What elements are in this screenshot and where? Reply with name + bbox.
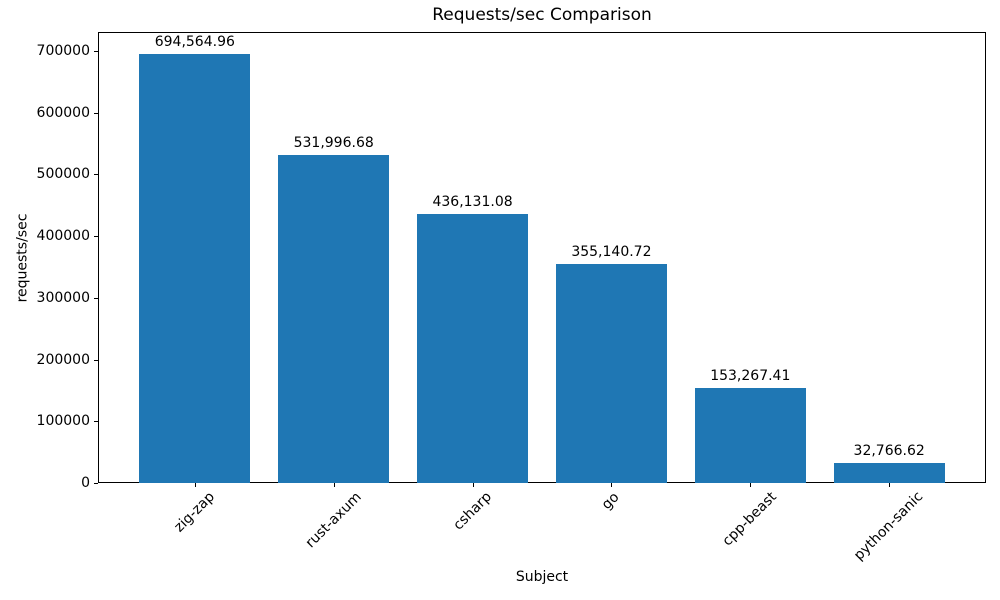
y-tick-label: 400000 — [36, 228, 90, 245]
x-tick-label-rust-axum: rust-axum — [302, 489, 365, 552]
x-tick-label-python-sanic: python-sanic — [851, 488, 927, 565]
bar-rust-axum — [278, 154, 390, 483]
x-axis-label: Subject — [515, 569, 569, 585]
y-tick-label: 100000 — [36, 413, 90, 430]
plot-frame — [98, 32, 986, 483]
bar-value-label: 531,996.68 — [293, 134, 374, 151]
bar-python-sanic — [833, 462, 945, 483]
y-tick-mark — [94, 297, 98, 299]
chart-title: Requests/sec Comparison — [432, 5, 652, 25]
y-tick-mark — [94, 359, 98, 361]
y-tick-mark — [94, 51, 98, 53]
bar-value-label: 436,131.08 — [432, 193, 513, 210]
bar-value-label: 153,267.41 — [710, 368, 791, 385]
y-tick-mark — [94, 112, 98, 114]
y-tick-mark — [94, 174, 98, 176]
y-tick-mark — [94, 421, 98, 423]
x-tick-label-zig-zap: zig-zap — [171, 488, 218, 536]
x-tick-label-go: go — [599, 488, 623, 513]
y-tick-mark — [94, 236, 98, 238]
bar-value-label: 32,766.62 — [853, 442, 925, 459]
plot-area — [99, 33, 985, 483]
bar-value-label: 694,564.96 — [154, 34, 235, 51]
y-tick-label: 300000 — [36, 289, 90, 306]
x-tick-label-cpp-beast: cpp-beast — [719, 488, 781, 550]
y-tick-label: 200000 — [36, 351, 90, 368]
bar-go — [555, 263, 667, 483]
x-tick-mark — [611, 483, 613, 487]
y-tick-label: 500000 — [36, 166, 90, 183]
x-tick-label-csharp: csharp — [449, 488, 495, 534]
y-tick-label: 0 — [81, 475, 90, 491]
x-tick-mark — [889, 483, 891, 487]
y-tick-mark — [94, 483, 98, 484]
bar-csharp — [417, 213, 529, 483]
bar-cpp-beast — [694, 388, 806, 483]
x-tick-mark — [194, 483, 196, 487]
y-tick-label: 700000 — [36, 43, 90, 60]
x-tick-mark — [472, 483, 474, 487]
y-tick-label: 600000 — [36, 104, 90, 121]
x-tick-mark — [750, 483, 752, 487]
x-tick-mark — [333, 483, 335, 487]
bar-zig-zap — [139, 54, 251, 483]
bar-value-label: 355,140.72 — [571, 243, 652, 260]
